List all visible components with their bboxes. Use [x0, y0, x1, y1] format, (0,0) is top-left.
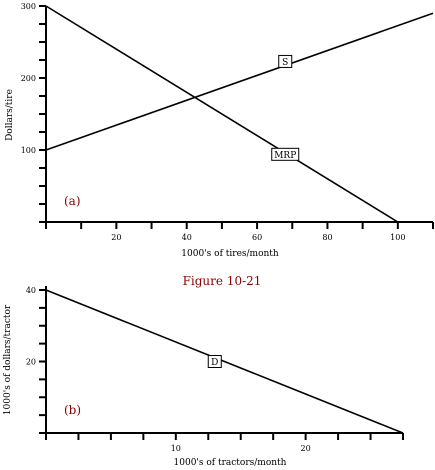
panel-b-label-text-d: D	[211, 358, 218, 368]
panel-a-label-text-s: S	[282, 58, 288, 68]
panel-a-y-tick-label: 200	[21, 74, 36, 83]
panel-a-y-tick-label: 100	[21, 146, 36, 155]
panel-a-label-text-mrp: MRP	[274, 151, 296, 161]
panel-b-label-d: D	[207, 355, 222, 368]
panel-b-curve-labels: D	[207, 355, 222, 368]
panel-b-label-box-d	[207, 355, 222, 368]
panel-a-x-tick-label: 100	[390, 233, 405, 242]
panel-a-x-axis-title: 1000's of tires/month	[181, 249, 279, 259]
panel-b-curve-d	[45, 289, 404, 434]
panel-a-ticks: 20 40 60 80 100 100 200 300	[21, 2, 434, 242]
panel-a-y-tick-label: 300	[21, 2, 36, 11]
panel-b-x-tick-label: 10	[171, 444, 181, 453]
panel-a-curves	[45, 5, 434, 223]
panel-b-y-axis-title: 1000's of dollars/tractor	[3, 304, 13, 415]
figure-caption: Figure 10-21	[183, 274, 262, 288]
panel-b-y-tick-label: 20	[26, 358, 36, 367]
panel-a-label-box-mrp	[271, 147, 300, 161]
panel-a-x-tick-label: 60	[252, 233, 262, 242]
panel-a-x-tick-label: 20	[111, 233, 121, 242]
panel-a-label-box-s	[278, 54, 293, 68]
panel-b-x-axis-title: 1000's of tractors/month	[174, 458, 287, 468]
panel-b-x-tick-label: 20	[301, 444, 311, 453]
panel-a-tag: (a)	[64, 194, 81, 208]
panel-a-curve-mrp	[45, 5, 399, 223]
panel-a-x-tick-label: 40	[182, 233, 192, 242]
panel-a-x-tick-label: 80	[322, 233, 332, 242]
panel-a-label-mrp: MRP	[271, 147, 300, 161]
panel-b-y-tick-label: 40	[26, 286, 36, 295]
panel-a-curve-s	[45, 12, 434, 151]
panel-a-y-axis-title: Dollars/tire	[5, 89, 15, 141]
panel-b-ticks: 10 20 20 40	[26, 286, 404, 453]
panel-b-tag: (b)	[64, 403, 81, 417]
panel-a-label-s: S	[278, 54, 293, 68]
panel-a-curve-labels: S MRP	[271, 54, 300, 161]
panel-b-curves	[45, 289, 404, 434]
chart-panel-a: 20 40 60 80 100 100 200 300 S MRP (a) 1000's of …	[5, 2, 434, 259]
